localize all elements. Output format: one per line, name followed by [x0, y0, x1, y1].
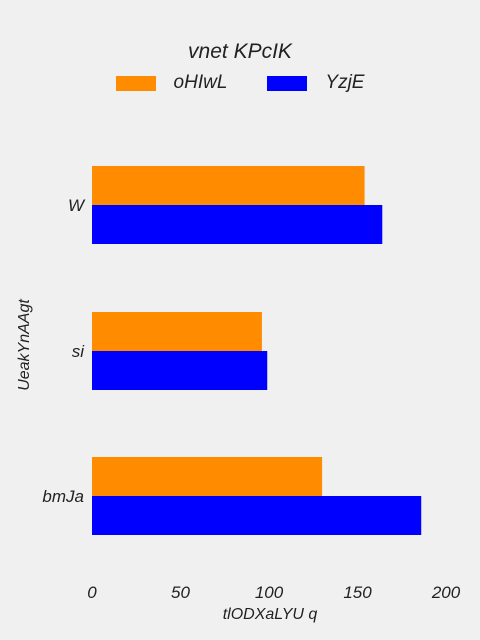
legend-swatch-0 — [115, 75, 156, 91]
legend-item-0: oHIwL — [115, 72, 228, 94]
y-tick-label: bmJa — [42, 487, 84, 506]
legend-item-1: YzjE — [267, 72, 364, 94]
x-tick-label: 200 — [431, 583, 461, 602]
legend: oHIwL YzjE — [0, 72, 480, 94]
bar-oHIwL-si — [92, 312, 262, 351]
y-axis-label: UeakYnAAgt — [16, 299, 33, 391]
x-tick-label: 0 — [87, 583, 97, 602]
legend-swatch-1 — [267, 75, 308, 91]
x-tick-label: 100 — [255, 583, 284, 602]
bar-YzjE-si — [92, 351, 268, 390]
bar-oHIwL-bmJa — [92, 457, 323, 496]
chart-title: vnet KPcIK — [188, 40, 292, 63]
legend-label-1: YzjE — [325, 72, 365, 93]
bar-YzjE-bmJa — [92, 496, 422, 535]
bar-YzjE-W — [92, 205, 383, 244]
bar-oHIwL-W — [92, 166, 365, 205]
y-tick-label: si — [72, 342, 86, 361]
x-axis-label: tlODXaLYU q — [223, 606, 318, 623]
y-tick-label: W — [68, 196, 86, 215]
x-tick-label: 50 — [171, 583, 190, 602]
legend-label-0: oHIwL — [173, 72, 228, 93]
x-tick-label: 150 — [343, 583, 372, 602]
